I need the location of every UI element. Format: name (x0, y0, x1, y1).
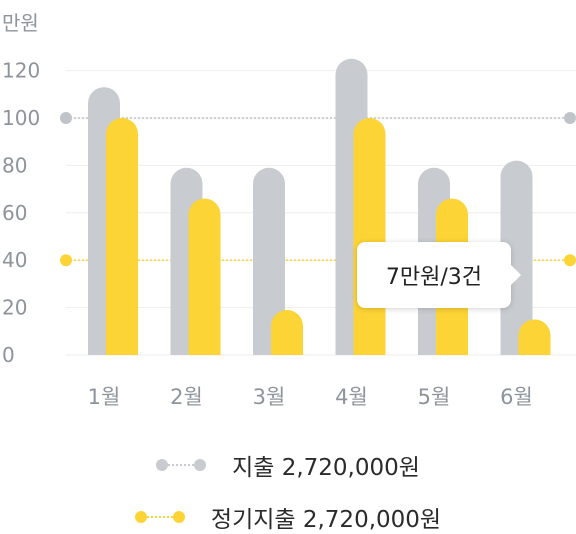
legend-label-spending: 지출 2,720,000원 (232, 455, 420, 481)
x-category-6: 6월 (500, 385, 533, 409)
reference-dot-right-0 (564, 112, 576, 124)
x-category-5: 5월 (418, 385, 451, 409)
y-tick-100: 100 (2, 106, 40, 130)
y-axis-ticks: 0 20 40 60 80 100 120 (2, 59, 40, 367)
x-category-2: 2월 (170, 385, 203, 409)
legend-item-spending[interactable]: 지출 2,720,000원 (0, 448, 576, 482)
y-tick-0: 0 (2, 343, 15, 367)
x-axis-categories: 1월 2월 3월 4월 5월 6월 (88, 385, 533, 409)
bar-spending-3[interactable] (253, 167, 285, 355)
reference-dot-left-1 (60, 254, 72, 267)
legend-swatch-regular-spending (134, 510, 185, 524)
x-category-4: 4월 (335, 385, 368, 409)
y-axis-unit: 만원 (2, 11, 39, 35)
bar-regular-2[interactable] (188, 198, 221, 355)
y-tick-120: 120 (2, 59, 40, 83)
bars (88, 58, 551, 355)
y-tick-80: 80 (2, 153, 27, 177)
tooltip-text: 7만원/3건 (385, 265, 483, 290)
bar-chart: 0 20 40 60 80 100 120 1월 2월 3월 4월 5월 6월 만원 (2, 11, 576, 409)
legend-label-regular-spending: 정기지출 2,720,000원 (210, 507, 442, 533)
bar-regular-3[interactable] (271, 309, 303, 355)
y-tick-40: 40 (2, 248, 27, 272)
y-tick-20: 20 (2, 296, 27, 320)
bar-regular-1[interactable] (106, 118, 138, 355)
tooltip: 7만원/3건 (357, 242, 521, 308)
bar-spending-6[interactable] (500, 160, 533, 355)
reference-dot-right-1 (564, 254, 576, 267)
grid-lines (66, 70, 576, 356)
reference-dot-left-0 (60, 112, 72, 124)
bar-regular-6[interactable] (518, 319, 551, 355)
legend-item-regular-spending[interactable]: 정기지출 2,720,000원 (0, 500, 576, 534)
x-category-1: 1월 (88, 385, 121, 409)
y-tick-60: 60 (2, 201, 27, 225)
legend-swatch-spending (156, 458, 207, 472)
bar-regular-4[interactable] (353, 118, 386, 355)
x-category-3: 3월 (253, 385, 286, 409)
